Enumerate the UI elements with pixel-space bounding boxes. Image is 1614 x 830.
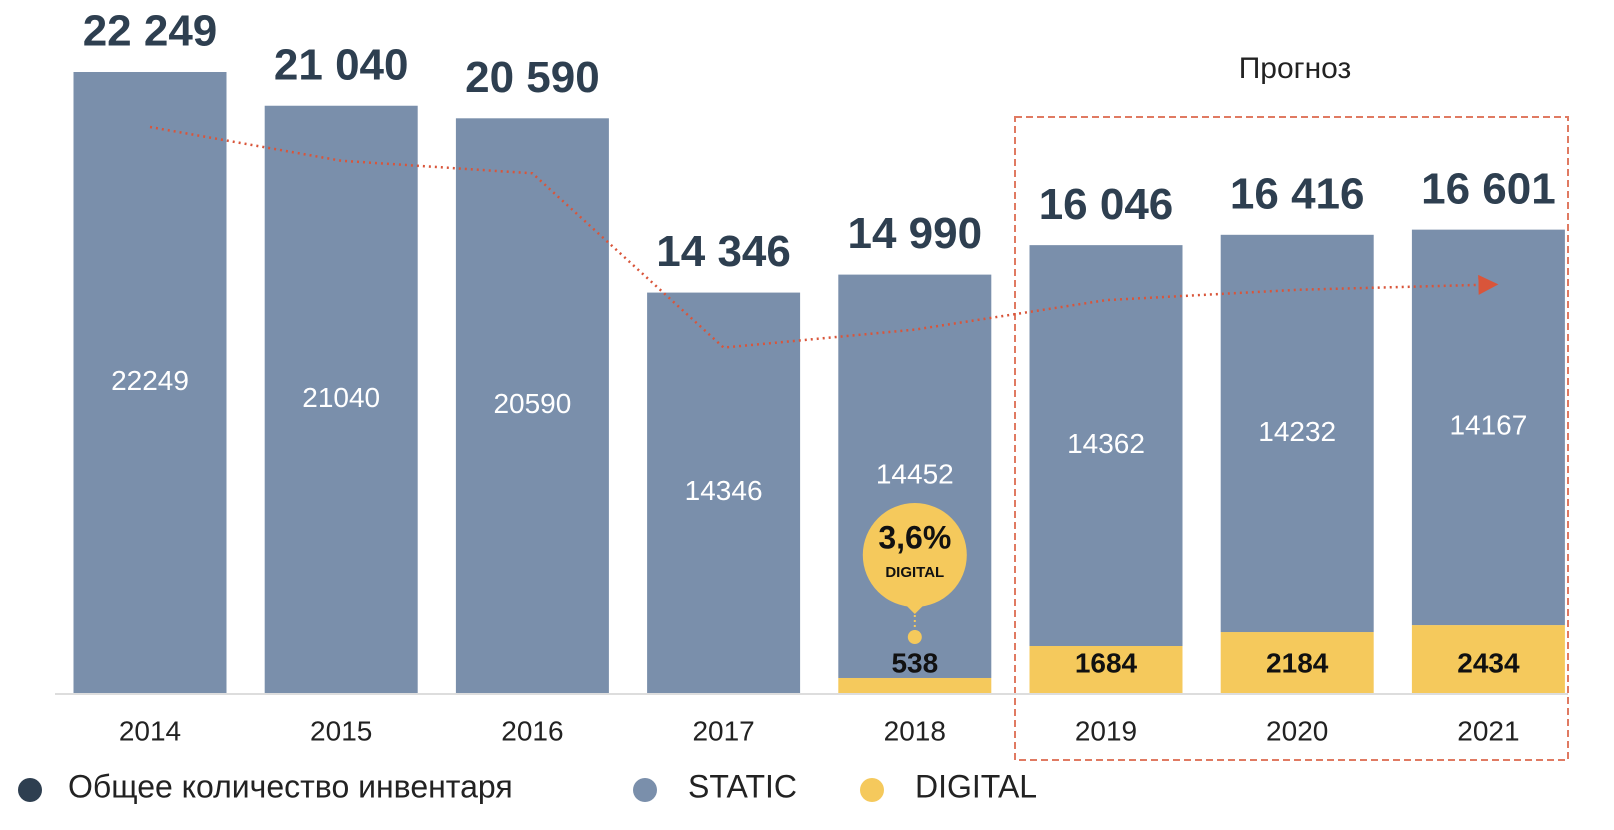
x-tick-label: 2019 <box>1075 715 1137 746</box>
x-tick-label: 2020 <box>1266 715 1328 746</box>
forecast-box <box>1014 116 1569 761</box>
digital-label: 2434 <box>1457 647 1520 678</box>
static-bar <box>73 72 227 693</box>
static-bar <box>1029 245 1183 646</box>
static-label: 14232 <box>1258 416 1336 447</box>
digital-bar <box>1411 625 1565 693</box>
legend-label: DIGITAL <box>915 768 1037 804</box>
static-label: 14362 <box>1067 428 1145 459</box>
total-label: 16 046 <box>1039 180 1174 229</box>
callout-bubble <box>862 503 967 607</box>
legend-marker <box>860 778 884 802</box>
total-label: 22 249 <box>83 7 218 56</box>
x-tick-label: 2016 <box>501 715 563 746</box>
static-label: 22249 <box>111 365 189 396</box>
static-label: 21040 <box>302 382 380 413</box>
static-label: 14452 <box>876 459 954 490</box>
static-bar <box>647 292 801 693</box>
callout-value: 3,6% <box>878 519 951 555</box>
digital-label: 1684 <box>1075 647 1138 678</box>
total-label: 16 416 <box>1230 169 1365 218</box>
static-bar <box>1411 229 1565 626</box>
digital-bar <box>1029 645 1183 693</box>
static-label: 14346 <box>685 475 763 506</box>
total-label: 16 601 <box>1421 164 1556 213</box>
static-bar <box>1220 234 1374 633</box>
static-bar <box>455 118 609 694</box>
callout-dot <box>907 630 922 644</box>
callout-label: DIGITAL <box>885 564 944 581</box>
digital-label: 2184 <box>1266 647 1329 678</box>
x-tick-label: 2017 <box>692 715 754 746</box>
legend-marker <box>633 778 657 802</box>
static-label: 14167 <box>1449 410 1527 441</box>
digital-label: 538 <box>891 647 938 678</box>
total-line <box>149 125 1499 349</box>
legend-label: Общее количество инвентаря <box>68 768 513 804</box>
total-label: 14 346 <box>656 227 791 276</box>
total-label: 14 990 <box>848 209 983 258</box>
digital-bar <box>838 677 992 693</box>
digital-bar <box>1220 632 1374 693</box>
x-tick-label: 2018 <box>884 715 946 746</box>
total-label: 20 590 <box>465 53 600 102</box>
legend-marker <box>18 778 42 802</box>
static-label: 20590 <box>493 388 571 419</box>
total-label: 21 040 <box>274 40 409 89</box>
static-bar <box>264 105 418 693</box>
x-tick-label: 2021 <box>1457 715 1519 746</box>
x-tick-label: 2015 <box>310 715 372 746</box>
forecast-label: Прогноз <box>1239 52 1352 85</box>
x-tick-label: 2014 <box>119 715 181 746</box>
legend-label: STATIC <box>688 768 797 804</box>
